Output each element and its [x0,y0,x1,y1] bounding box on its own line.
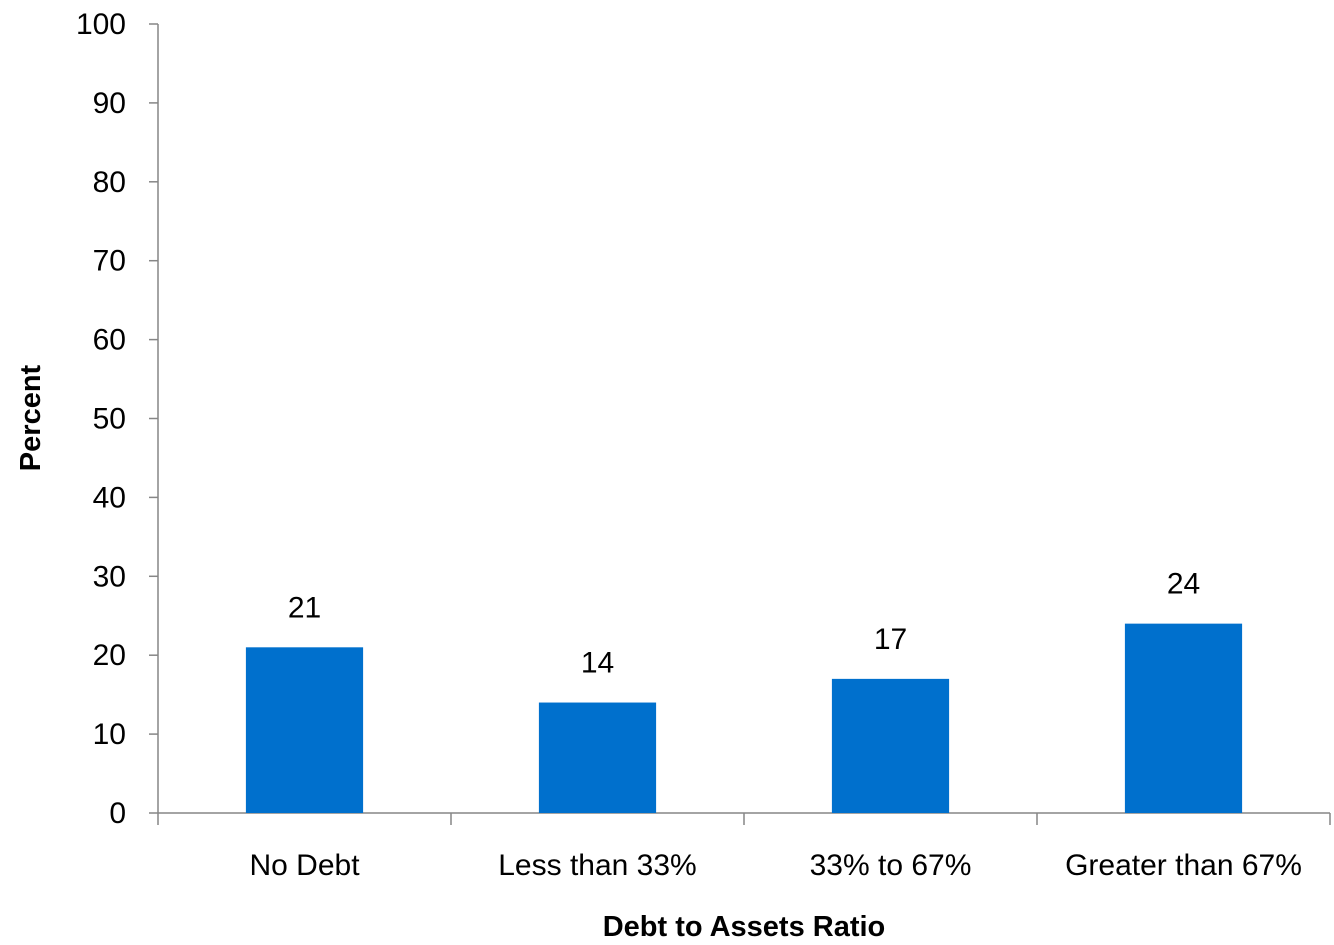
y-axis-title: Percent [15,364,47,471]
x-tick-label: Greater than 67% [1065,849,1302,882]
x-tick-label: Less than 33% [498,849,696,882]
y-tick-label: 30 [93,560,126,593]
x-tick-label: 33% to 67% [810,849,972,882]
bar [831,678,950,813]
y-tick-label: 10 [93,718,126,751]
bar [538,702,657,813]
y-tick-label: 0 [109,797,126,830]
y-axis: 0 10 20 30 40 50 60 70 80 90 100 [76,8,159,830]
data-label: 14 [581,647,614,680]
y-tick-label: 80 [93,166,126,199]
x-axis-title: Debt to Assets Ratio [603,911,886,943]
bar [245,647,364,813]
y-tick-label: 60 [93,324,126,357]
y-tick-label: 100 [76,8,126,41]
y-tick-label: 50 [93,403,126,436]
data-label: 21 [288,591,321,624]
y-tick-label: 90 [93,87,126,120]
x-axis: No Debt Less than 33% 33% to 67% Greater th… [157,812,1331,882]
x-tick-label: No Debt [249,849,360,882]
bar [1124,623,1243,813]
bar-series [245,623,1243,813]
data-label: 17 [874,623,907,656]
y-tick-label: 40 [93,481,126,514]
data-labels: 21 14 17 24 [288,568,1200,680]
y-tick-label: 20 [93,639,126,672]
data-label: 24 [1167,568,1200,601]
y-tick-label: 70 [93,245,126,278]
